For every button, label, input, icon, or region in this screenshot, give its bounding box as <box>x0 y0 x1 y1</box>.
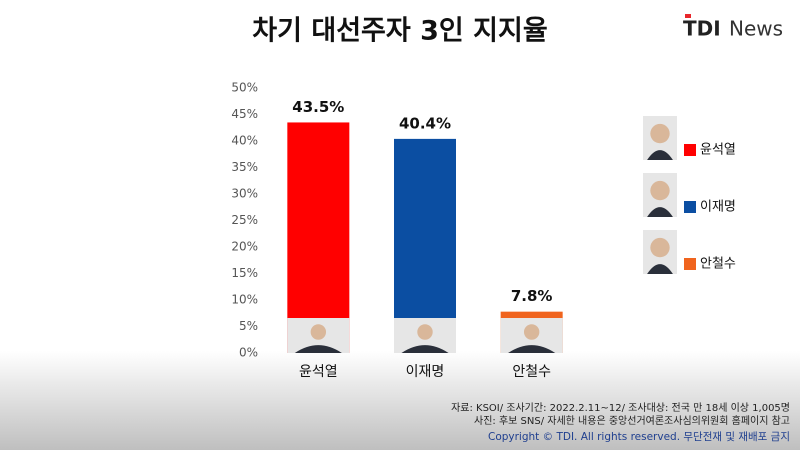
y-tick-label: 20% <box>231 240 258 254</box>
y-tick-label: 5% <box>239 319 258 333</box>
x-tick-label: 안철수 <box>512 364 551 380</box>
photo-face <box>650 237 670 258</box>
y-tick-label: 40% <box>231 134 258 148</box>
x-tick-label: 이재명 <box>406 364 445 380</box>
y-tick-label: 30% <box>231 187 258 201</box>
legend-label: 이재명 <box>700 200 736 215</box>
bar <box>287 122 350 353</box>
photo-suit <box>294 345 342 353</box>
photo-suit <box>401 345 449 353</box>
logo-brand: TDI <box>683 17 721 41</box>
value-label: 40.4% <box>399 114 451 132</box>
photo-face <box>417 324 433 340</box>
legend-label: 안철수 <box>700 257 736 272</box>
photo-suit <box>647 150 673 160</box>
y-tick-label: 50% <box>231 81 258 95</box>
value-label: 7.8% <box>511 287 553 305</box>
photo-face <box>310 324 327 340</box>
copyright: Copyright © TDI. All rights reserved. 무단… <box>488 431 790 443</box>
photo-face <box>650 123 670 144</box>
chart-title: 차기 대선주자 3인 지지율 <box>252 16 547 47</box>
y-tick-label: 35% <box>231 160 258 174</box>
source-note: 자료: KSOI/ 조사기간: 2022.2.11~12/ 조사대상: 전국 만… <box>451 402 790 414</box>
x-tick-label: 윤석열 <box>299 364 338 380</box>
value-label: 43.5% <box>292 98 344 116</box>
logo-name: News <box>729 17 783 41</box>
photo-face <box>523 324 540 340</box>
legend-label: 윤석열 <box>700 143 736 158</box>
y-tick-label: 25% <box>231 213 258 227</box>
photo-suit <box>647 264 673 274</box>
y-tick-label: 10% <box>231 293 258 307</box>
photo-face <box>650 180 670 201</box>
legend-swatch <box>684 201 696 213</box>
bar <box>394 138 456 353</box>
legend-swatch <box>684 258 696 270</box>
logo-mark <box>685 14 691 18</box>
photo-suit <box>508 345 556 353</box>
y-tick-label: 0% <box>239 346 258 360</box>
legend-swatch <box>684 144 696 156</box>
y-tick-label: 45% <box>231 107 258 121</box>
y-tick-label: 15% <box>231 266 258 280</box>
source-note: 사진: 후보 SNS/ 자세한 내용은 중앙선거여론조사심의위원회 홈페이지 참… <box>474 414 790 427</box>
photo-suit <box>647 207 673 217</box>
